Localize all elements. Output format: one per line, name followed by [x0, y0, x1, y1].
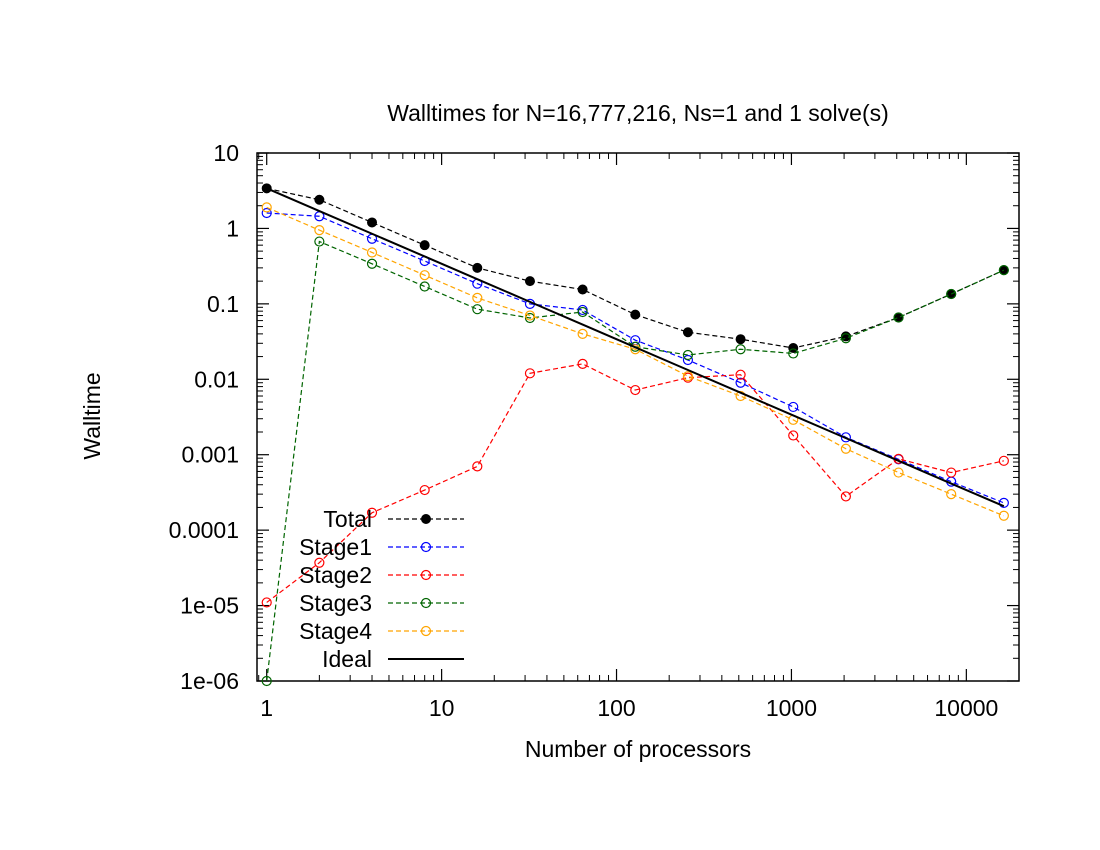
data-point-stage3 [840, 333, 851, 344]
data-point-total [367, 217, 378, 228]
data-point-total [682, 327, 693, 338]
data-point-stage1 [840, 432, 851, 443]
y-axis-label: Walltime [79, 372, 105, 459]
data-point-stage4 [366, 247, 378, 258]
data-point-stage3 [577, 306, 588, 318]
data-point-stage2 [419, 484, 430, 496]
data-point-total [577, 284, 588, 295]
series-stage4 [261, 202, 1009, 521]
data-point-total [630, 309, 641, 320]
series-line-total [266, 187, 1005, 349]
data-point-stage4 [998, 510, 1009, 521]
data-point-stage4 [524, 310, 536, 321]
data-point-total [524, 276, 535, 287]
data-point-stage4 [946, 489, 957, 500]
data-point-stage2 [366, 507, 378, 518]
y-tick-label: 1e-05 [180, 593, 239, 619]
data-point-total [735, 334, 746, 345]
data-point-stage2 [577, 358, 588, 369]
data-point-stage2 [946, 467, 957, 478]
legend-label-stage3: Stage3 [299, 590, 372, 616]
data-point-stage3 [472, 304, 483, 315]
data-point-stage4 [577, 328, 588, 339]
y-tick-label: 1 [226, 215, 239, 241]
data-point-stage3 [998, 265, 1009, 276]
data-point-stage4 [314, 225, 325, 236]
legend-marker-total [421, 514, 431, 524]
series-ideal [266, 187, 1005, 508]
data-point-stage4 [261, 202, 272, 213]
x-tick-label: 10000 [934, 695, 998, 721]
data-point-stage3 [314, 236, 325, 247]
series-line-stage3 [266, 240, 1005, 682]
data-point-stage4 [893, 467, 904, 478]
data-point-total [788, 342, 799, 353]
data-point-stage4 [840, 443, 851, 454]
data-point-stage4 [419, 270, 430, 281]
legend-marker-stage3 [420, 597, 432, 609]
data-point-total [472, 262, 483, 273]
plot-frame [256, 152, 1020, 682]
data-point-stage3 [419, 281, 430, 292]
data-point-stage1 [261, 207, 272, 219]
data-point-stage3 [366, 258, 378, 269]
data-point-stage1 [682, 354, 694, 366]
data-point-stage2 [261, 597, 272, 608]
series-line-stage1 [266, 212, 1005, 504]
series-line-stage2 [266, 363, 1004, 603]
x-tick-label: 100 [597, 695, 635, 721]
data-point-stage3 [524, 312, 536, 324]
chart-title: Walltimes for N=16,777,216, Ns=1 and 1 s… [387, 100, 889, 126]
y-tick-label: 0.01 [194, 366, 239, 392]
legend-label-total: Total [323, 506, 372, 532]
data-point-stage1 [735, 377, 746, 388]
data-point-stage2 [840, 491, 851, 502]
data-point-total [419, 240, 430, 251]
data-point-stage3 [893, 312, 904, 323]
data-point-stage4 [682, 371, 694, 382]
legend-marker-stage4 [420, 625, 432, 637]
data-point-stage4 [472, 292, 483, 303]
y-tick-label: 0.1 [207, 291, 239, 317]
legend-marker-stage2 [420, 569, 432, 581]
y-tick-label: 10 [213, 140, 239, 166]
data-point-stage3 [682, 349, 694, 361]
legend-label-stage2: Stage2 [299, 562, 372, 588]
series-stage3 [261, 236, 1009, 687]
data-point-stage3 [946, 288, 957, 300]
plot-area: 1e-06 1e-05 0.0001 0.001 0.01 0.1 1 10 1 10 100 100… [169, 140, 1020, 721]
data-point-stage2 [314, 557, 325, 568]
data-point-stage2 [788, 430, 799, 441]
y-tick-label: 0.001 [181, 442, 239, 468]
legend-label-stage1: Stage1 [299, 534, 372, 560]
legend-label-ideal: Ideal [322, 646, 372, 672]
y-tick-label: 0.0001 [169, 517, 239, 543]
y-tick-label: 1e-06 [180, 668, 239, 694]
legend-marker-stage1 [420, 541, 432, 553]
data-point-total [314, 194, 325, 205]
x-tick-label: 1000 [766, 695, 817, 721]
series-line-stage4 [266, 206, 1005, 517]
data-point-stage3 [735, 344, 746, 355]
data-point-stage4 [735, 390, 746, 402]
data-point-stage2 [735, 369, 746, 380]
series-stage2 [261, 358, 1009, 608]
data-point-stage3 [261, 675, 272, 687]
legend-label-stage4: Stage4 [299, 618, 372, 644]
data-point-stage2 [630, 384, 641, 396]
data-point-stage2 [472, 461, 483, 472]
x-tick-label: 10 [429, 695, 455, 721]
data-point-stage1 [788, 401, 799, 413]
data-point-stage3 [788, 348, 799, 359]
data-point-stage2 [524, 368, 536, 379]
data-point-stage1 [998, 497, 1009, 508]
data-point-stage3 [630, 341, 641, 352]
x-axis-label: Number of processors [525, 736, 751, 762]
data-point-stage2 [998, 455, 1009, 466]
x-tick-label: 1 [260, 695, 273, 721]
series-line-ideal [266, 187, 1005, 508]
